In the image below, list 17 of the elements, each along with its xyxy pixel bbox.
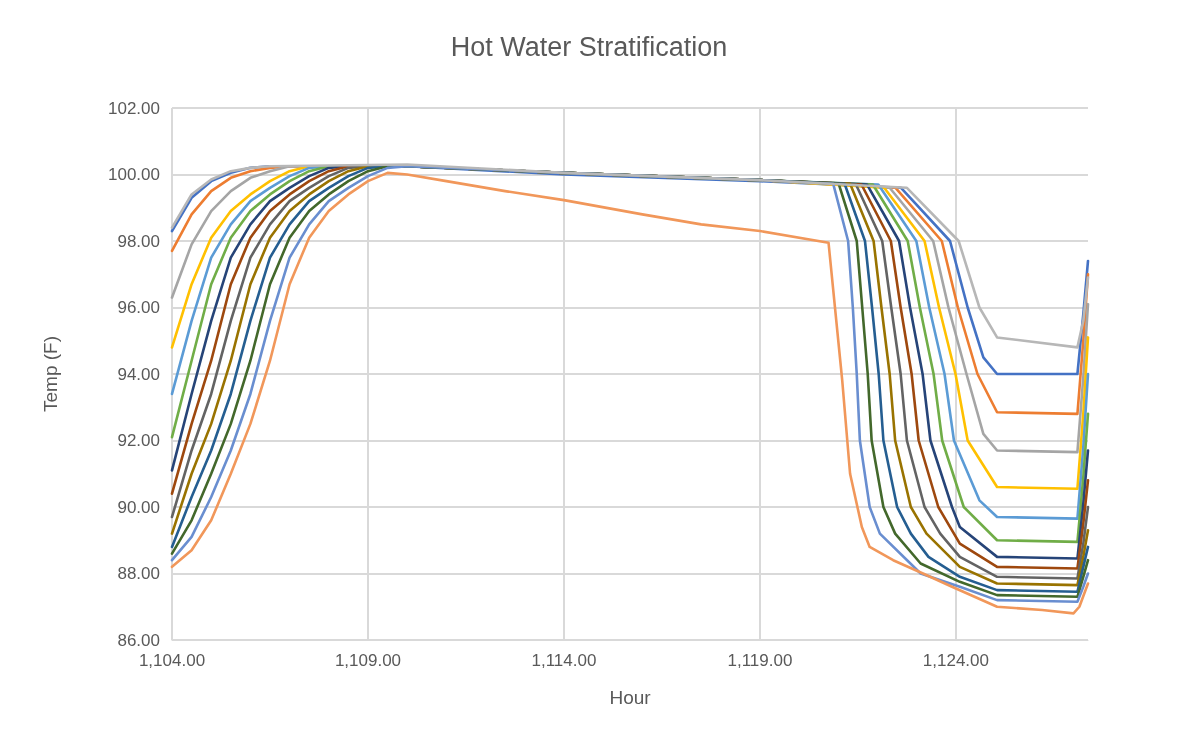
y-tick-label: 90.00 [117, 497, 160, 517]
x-tick-label: 1,114.00 [531, 651, 597, 670]
y-tick-label: 102.00 [108, 98, 160, 118]
x-axis-title: Hour [609, 687, 652, 708]
chart-title: Hot Water Stratification [450, 31, 728, 62]
y-tick-label: 100.00 [108, 165, 160, 184]
y-tick-label: 86.00 [117, 630, 160, 650]
y-tick-label: 94.00 [117, 364, 160, 384]
x-tick-label: 1,109.00 [334, 651, 402, 670]
x-tick-label: 1,104.00 [138, 651, 206, 670]
y-axis-title: Temp (F) [40, 336, 61, 412]
y-tick-label: 92.00 [117, 431, 160, 450]
y-tick-label: 96.00 [117, 298, 160, 317]
x-tick-label: 1,124.00 [922, 651, 989, 670]
y-tick-label: 88.00 [117, 564, 160, 583]
x-tick-label: 1,119.00 [727, 651, 793, 670]
y-tick-label: 98.00 [117, 231, 160, 251]
